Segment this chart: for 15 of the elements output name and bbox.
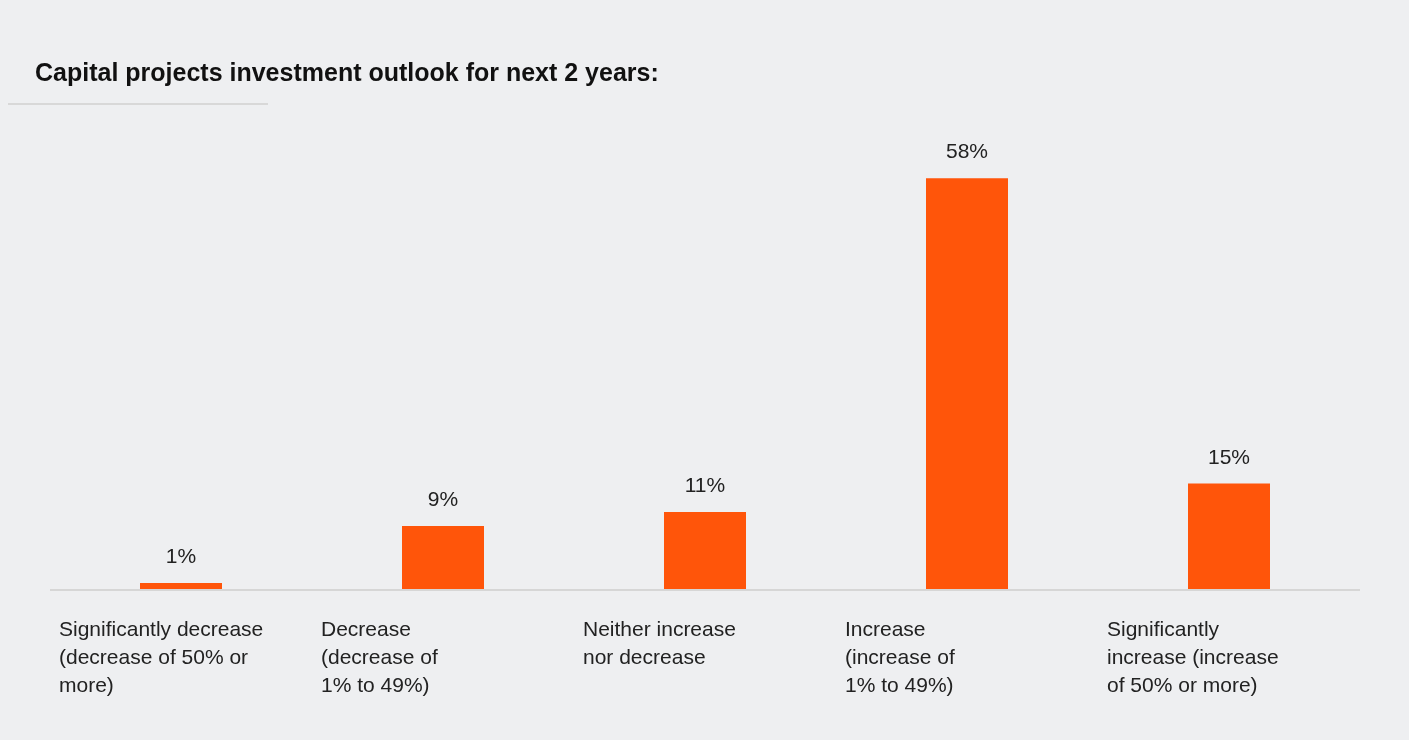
bar xyxy=(664,511,746,590)
x-tick-label: Decrease (decrease of 1% to 49%) xyxy=(321,617,438,696)
data-label: 1% xyxy=(165,543,197,567)
data-label: 11% xyxy=(684,472,726,496)
x-tick-label: Significantly decrease (decrease of 50% or more) xyxy=(59,617,264,696)
data-label: 58% xyxy=(945,139,989,163)
bar xyxy=(402,526,484,590)
bar xyxy=(926,178,1008,590)
data-label: 9% xyxy=(427,487,459,511)
x-tick-label: Significantly increase (increase of 50% or more) xyxy=(1107,617,1279,696)
data-label: 15% xyxy=(1207,444,1251,468)
x-tick-label: Increase (increase of 1% to 49%) xyxy=(845,617,955,696)
x-tick-label: Neither increase nor decrease xyxy=(583,617,736,668)
chart-title: Capital projects investment outlook for next 2 years: xyxy=(35,58,659,87)
bar xyxy=(1188,483,1270,590)
